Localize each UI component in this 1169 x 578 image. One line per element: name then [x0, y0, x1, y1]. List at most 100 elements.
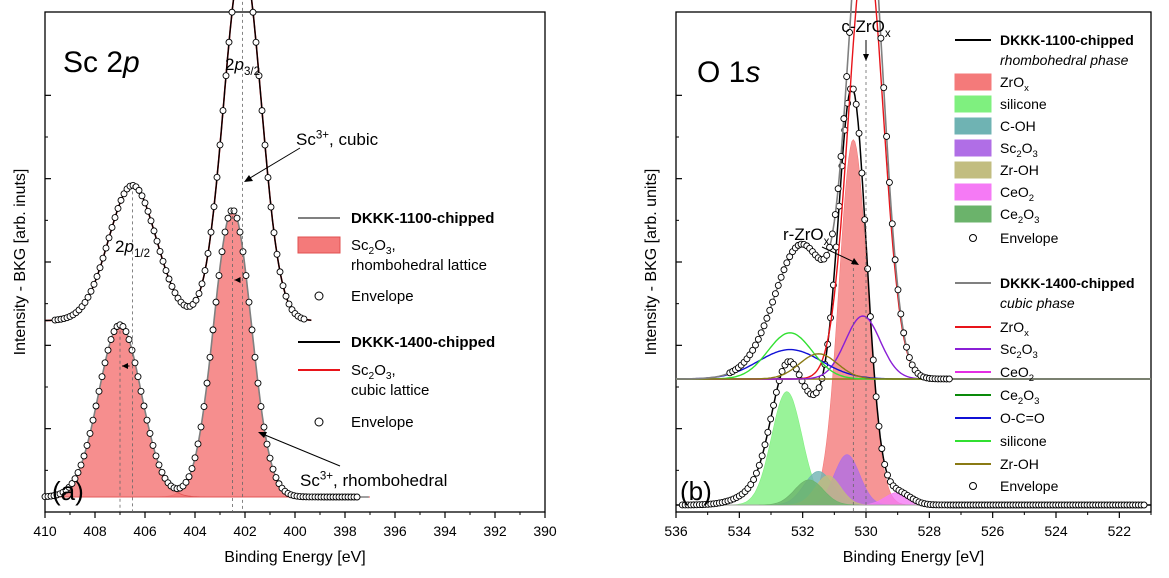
text-part: O: [374, 237, 386, 254]
x-tick-label: 406: [133, 523, 157, 539]
shift-arrowhead: [122, 363, 128, 369]
text-part: O: [1023, 206, 1034, 222]
envelope-point: [891, 256, 899, 264]
envelope-point: [210, 203, 218, 211]
legend-label: Envelope: [1000, 230, 1059, 246]
x-tick-label: 398: [333, 523, 357, 539]
text-part: Sc: [300, 471, 320, 490]
envelope-point: [780, 266, 788, 274]
text-part: Sc: [1000, 341, 1016, 357]
envelope-point: [755, 461, 763, 469]
text-part: p: [233, 55, 243, 74]
envelope-point: [858, 169, 866, 177]
envelope-point: [158, 468, 166, 476]
envelope-point: [774, 281, 782, 289]
legend-swatch-circle: [314, 291, 324, 301]
envelope-point: [1140, 501, 1148, 509]
text-part: 2: [1029, 373, 1034, 384]
text-part: CeO: [1000, 364, 1029, 380]
envelope-point: [230, 207, 238, 215]
envelope-point: [771, 290, 779, 298]
annotation-arrowhead: [244, 175, 253, 182]
text-part: Sc 2: [63, 46, 123, 79]
envelope-point: [245, 298, 253, 306]
text-part: CeO: [1000, 184, 1029, 200]
x-tick-label: 522: [1108, 523, 1132, 539]
envelope-point: [878, 445, 886, 453]
envelope-point: [99, 254, 107, 262]
x-tick-label: 526: [981, 523, 1005, 539]
envelope-point: [68, 480, 76, 488]
x-tick-label: 396: [383, 523, 407, 539]
envelope-point: [883, 133, 891, 140]
envelope-point: [276, 268, 284, 276]
envelope-point: [815, 384, 823, 392]
y-axis-title: Intensity - BKG [arb. inuts]: [12, 169, 29, 356]
text-part: Sc: [351, 237, 369, 254]
text-part: cubic lattice: [351, 382, 429, 399]
envelope-point: [149, 441, 157, 449]
envelope-point: [153, 237, 161, 245]
text-part: Envelope: [351, 414, 414, 431]
text-part: rhombohedral phase: [1000, 52, 1129, 68]
text-part: (a): [52, 476, 84, 506]
envelope-point: [881, 460, 889, 468]
text-part: O: [1023, 387, 1034, 403]
envelope-point: [197, 423, 205, 431]
envelope-point: [761, 441, 769, 449]
envelope-point: [168, 283, 176, 290]
text-part: 402: [233, 523, 257, 539]
envelope-point: [795, 371, 803, 379]
envelope-point: [225, 38, 233, 46]
envelope-point: [266, 454, 274, 462]
annotation-arrowhead: [258, 432, 267, 438]
text-part: s: [745, 56, 760, 89]
envelope-point: [203, 379, 211, 387]
text-part: 398: [333, 523, 357, 539]
text-part: 392: [483, 523, 507, 539]
text-part: 528: [918, 523, 942, 539]
legend-label: Zr-OH: [1000, 162, 1039, 178]
text-part: O: [374, 362, 386, 379]
legend-label: C-OH: [1000, 118, 1036, 134]
envelope-point: [831, 211, 839, 218]
x-tick-label: 532: [791, 523, 815, 539]
envelope-point: [812, 389, 820, 397]
envelope-point: [864, 265, 872, 273]
text-part: 3: [386, 246, 392, 257]
envelope-point: [823, 251, 831, 259]
envelope-point: [165, 275, 173, 283]
x-tick-label: 536: [664, 523, 688, 539]
envelope-point: [192, 296, 200, 304]
envelope-point: [125, 336, 133, 344]
envelope-point: [255, 72, 263, 80]
text-part: Intensity - BKG [arb. inuts]: [12, 169, 29, 356]
envelope-point: [135, 186, 143, 194]
envelope-point: [855, 129, 863, 137]
envelope-point: [764, 428, 772, 436]
text-part: silicone: [1000, 433, 1047, 449]
envelope-point: [233, 214, 241, 222]
legend-label: ZrOx: [1000, 74, 1029, 94]
text-part: 2: [1016, 149, 1021, 160]
text-part: (b): [680, 476, 712, 506]
envelope-point: [194, 440, 202, 448]
text-part: 536: [664, 523, 688, 539]
legend-swatch-fill: [954, 205, 992, 223]
envelope-point: [107, 336, 115, 344]
envelope-point: [83, 441, 91, 449]
legend-label: Envelope: [351, 414, 414, 431]
envelope-point: [104, 346, 112, 354]
envelope-point: [84, 293, 92, 301]
x-tick-label: 404: [183, 523, 207, 539]
envelope-point: [120, 190, 128, 198]
envelope-point: [155, 461, 163, 469]
text-part: 522: [1108, 523, 1132, 539]
text-part: 408: [83, 523, 107, 539]
envelope-point: [171, 289, 179, 297]
envelope-point: [754, 335, 762, 343]
legend-label: rhombohedral phase: [1000, 52, 1129, 68]
text-part: Sc: [351, 362, 369, 379]
text-part: silicone: [1000, 96, 1047, 112]
